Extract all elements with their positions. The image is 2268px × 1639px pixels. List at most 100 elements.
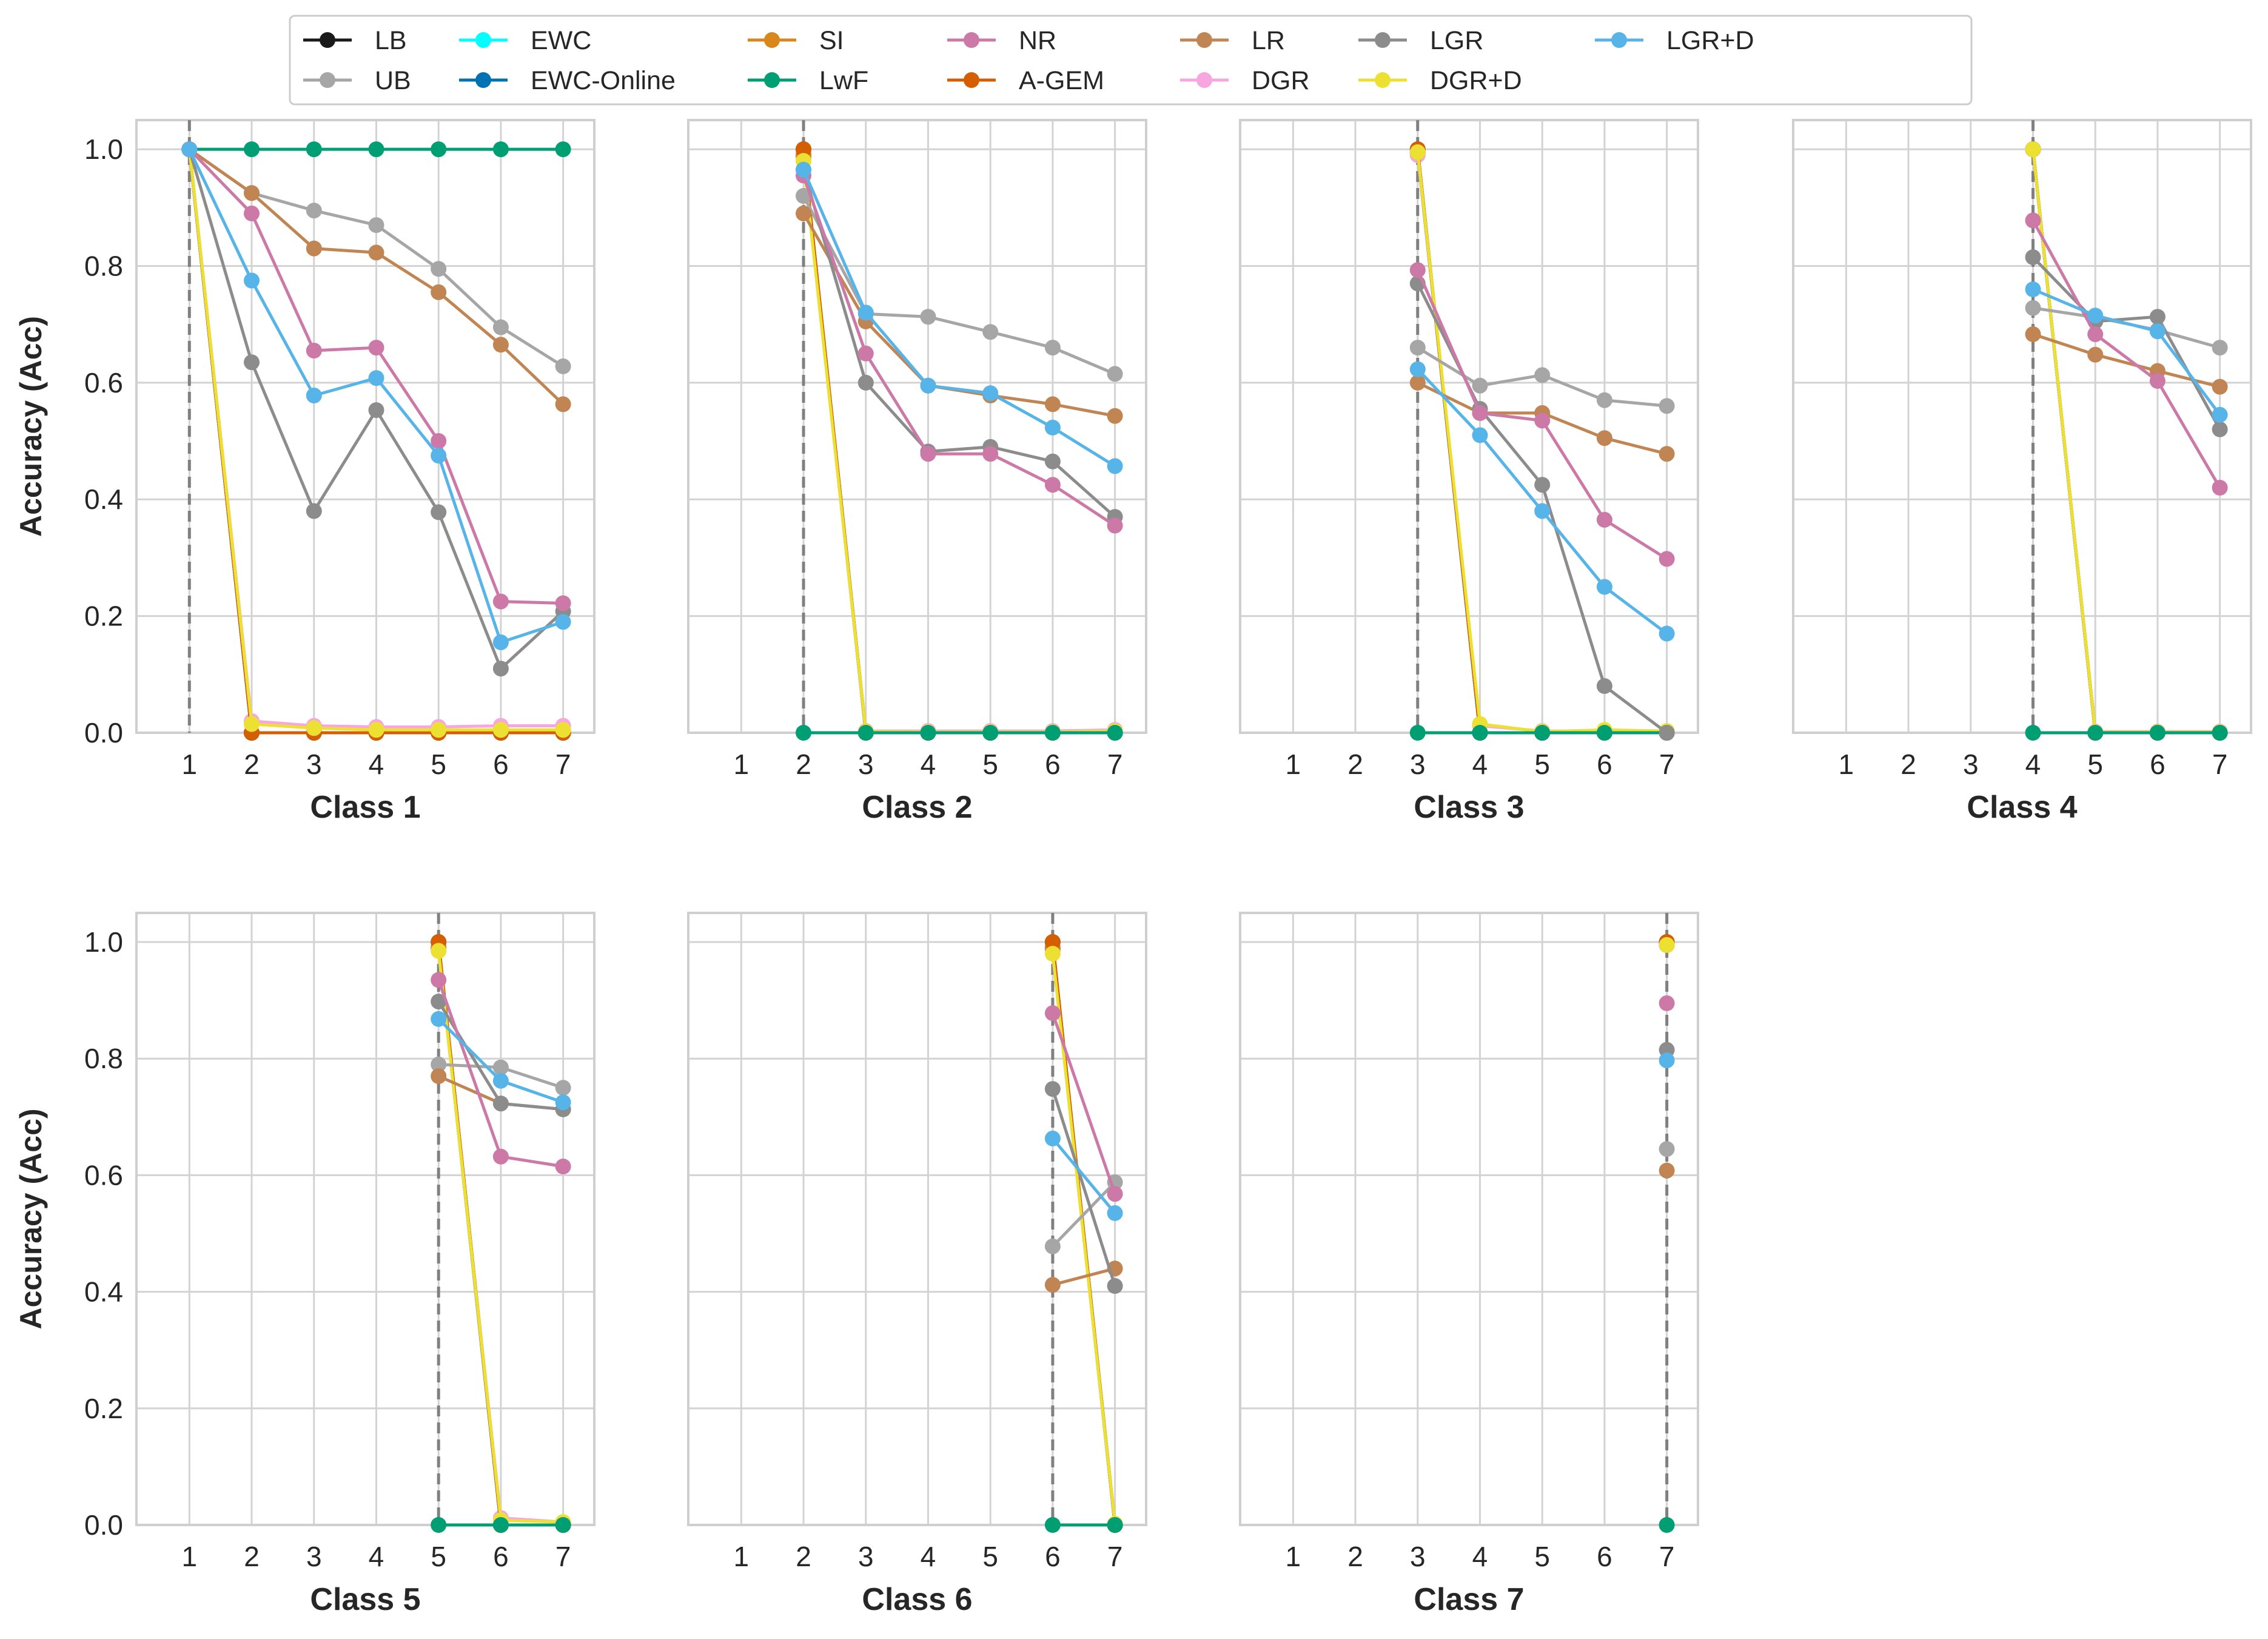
series-ub — [431, 1056, 571, 1096]
x-tick-label: 1 — [182, 749, 198, 780]
data-point — [1659, 398, 1675, 414]
data-point — [1472, 427, 1488, 443]
data-point — [1596, 511, 1612, 528]
legend-label: SI — [819, 26, 844, 55]
data-point — [2087, 725, 2104, 741]
legend-label: NR — [1019, 26, 1056, 55]
x-tick-label: 6 — [493, 1541, 509, 1572]
series-lgr-d — [181, 141, 571, 650]
data-point — [368, 402, 384, 419]
data-point — [1534, 367, 1551, 383]
data-point — [982, 324, 999, 340]
x-tick-label: 5 — [2087, 749, 2103, 780]
data-point — [244, 272, 260, 289]
legend-label: LR — [1252, 26, 1285, 55]
legend-label: DGR — [1252, 66, 1310, 95]
data-point — [2212, 480, 2228, 496]
data-point — [1107, 1186, 1123, 1202]
panel-title: Class 3 — [1414, 790, 1524, 825]
series-ub — [1409, 340, 1675, 414]
series-line — [802, 175, 1116, 527]
x-tick-label: 7 — [1107, 1541, 1123, 1572]
data-point — [431, 448, 447, 464]
x-tick-label: 4 — [2025, 749, 2041, 780]
data-point — [492, 319, 509, 335]
data-point — [492, 1095, 509, 1112]
data-point — [1107, 366, 1123, 382]
data-point — [1659, 551, 1675, 567]
x-tick-label: 2 — [1347, 749, 1363, 780]
legend-entry-lwf: LwF — [748, 66, 868, 95]
x-tick-label: 3 — [1410, 1541, 1426, 1572]
legend-entry-dgr: DGR — [1180, 66, 1310, 95]
panel-title: Class 4 — [1967, 790, 2077, 825]
data-point — [796, 188, 811, 204]
legend-entry-lgr-d: LGR+D — [1595, 26, 1754, 55]
data-point — [1107, 725, 1123, 741]
data-point — [982, 725, 999, 741]
data-point — [1107, 458, 1123, 474]
data-point — [368, 722, 384, 738]
data-point — [1107, 517, 1123, 534]
data-point — [555, 1517, 571, 1533]
data-point — [1044, 1238, 1061, 1254]
data-point — [244, 354, 260, 371]
data-point — [431, 433, 447, 449]
data-point — [492, 337, 509, 353]
data-point — [1044, 340, 1061, 356]
x-tick-label: 6 — [1045, 1541, 1061, 1572]
data-point — [306, 720, 322, 736]
legend-swatch-marker — [475, 32, 491, 48]
x-tick-label: 2 — [244, 749, 260, 780]
data-point — [244, 205, 260, 221]
y-tick-label: 0.0 — [84, 717, 123, 749]
data-point — [492, 1148, 509, 1165]
data-point — [306, 388, 322, 403]
legend-label: DGR+D — [1430, 66, 1522, 95]
x-tick-label: 2 — [796, 749, 811, 780]
x-tick-label: 1 — [182, 1541, 198, 1572]
data-point — [1044, 1081, 1061, 1097]
legend-swatch-marker — [320, 32, 335, 48]
data-point — [555, 614, 571, 630]
data-point — [492, 634, 509, 650]
panel-title: Class 6 — [862, 1582, 972, 1617]
legend-frame — [289, 15, 1973, 106]
data-point — [1534, 477, 1551, 493]
data-point — [1534, 412, 1551, 429]
legend-entry-ewc: EWC — [459, 26, 591, 55]
data-point — [1044, 419, 1061, 436]
data-point — [2149, 309, 2166, 325]
x-tick-label: 5 — [1534, 1541, 1550, 1572]
data-point — [492, 593, 509, 610]
legend-label: LwF — [819, 66, 868, 95]
x-tick-label: 1 — [1839, 749, 1854, 780]
data-point — [306, 240, 322, 257]
data-point — [431, 1011, 447, 1027]
data-point — [492, 722, 509, 738]
x-tick-label: 3 — [858, 1541, 874, 1572]
x-tick-label: 4 — [1472, 1541, 1488, 1572]
x-tick-label: 5 — [1534, 749, 1550, 780]
panel-7: 1 2 3 4 5 6 7 Class 7 — [1239, 912, 1699, 1617]
panel-1: 1 2 3 4 5 6 7 0.0 0.2 0.4 0.6 0.8 1.0 Accuracy (Acc) C… — [14, 119, 596, 825]
legend-entry-lb: LB — [303, 26, 407, 55]
panel-3: 1 2 3 4 5 6 7 Class 3 — [1239, 119, 1699, 825]
x-tick-label: 3 — [1963, 749, 1979, 780]
x-tick-label: 6 — [1045, 749, 1061, 780]
data-point — [1534, 503, 1551, 519]
data-point — [1044, 725, 1061, 741]
data-point — [1107, 408, 1123, 424]
y-tick-label: 0.4 — [84, 483, 123, 515]
data-point — [2087, 326, 2104, 342]
data-point — [1659, 937, 1675, 953]
legend-entry-si: SI — [748, 26, 844, 55]
x-tick-label: 3 — [858, 749, 874, 780]
series-ub — [796, 188, 1123, 382]
x-tick-label: 7 — [2212, 749, 2228, 780]
data-point — [920, 725, 936, 741]
x-tick-label: 2 — [1901, 749, 1916, 780]
x-tick-label: 7 — [555, 1541, 571, 1572]
data-point — [1472, 725, 1488, 741]
panel-title: Class 1 — [310, 790, 420, 825]
